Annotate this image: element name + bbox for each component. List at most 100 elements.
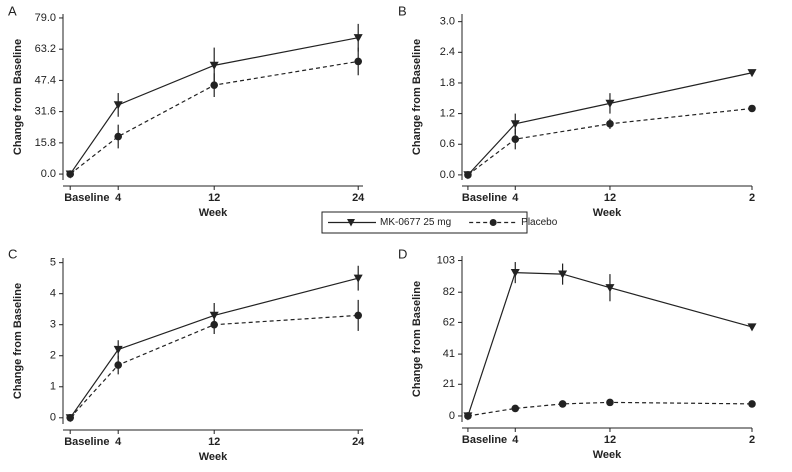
y-tick-label: 103 — [437, 254, 455, 266]
marker — [114, 361, 122, 369]
y-tick-label: 1.8 — [440, 77, 455, 89]
panel-label: B — [398, 3, 407, 18]
x-tick-label: 4 — [512, 192, 519, 204]
x-tick-label: 12 — [604, 192, 616, 204]
marker — [353, 34, 363, 43]
y-tick-label: 0 — [50, 412, 56, 424]
legend-label: MK-0677 25 mg — [380, 217, 451, 228]
series-line — [467, 401, 753, 417]
marker — [66, 170, 74, 178]
marker — [747, 69, 757, 78]
x-axis-label: Week — [593, 207, 622, 219]
marker — [605, 99, 615, 108]
x-tick-label: 12 — [208, 192, 220, 204]
marker — [114, 132, 122, 141]
y-tick-label: 82 — [443, 286, 455, 298]
panel: D 0 21 41 62 82 103 Baseline 4 12 2 Week Change from… — [398, 246, 757, 461]
y-axis-label: Change from Baseline — [12, 39, 24, 155]
marker — [209, 61, 219, 70]
x-tick-label: 24 — [352, 192, 365, 204]
marker — [558, 400, 567, 408]
marker — [210, 81, 218, 89]
panel-label: D — [398, 246, 407, 261]
y-tick-label: 0.6 — [440, 138, 455, 150]
series-line — [69, 314, 359, 419]
x-tick-label: 12 — [604, 434, 616, 446]
marker — [747, 323, 757, 332]
x-tick-label: 4 — [115, 192, 122, 204]
x-tick-label: 2 — [749, 192, 755, 204]
y-tick-label: 31.6 — [35, 106, 56, 118]
x-tick-label: 4 — [512, 434, 519, 446]
y-tick-label: 5 — [50, 257, 56, 269]
legend-marker — [489, 219, 497, 226]
y-tick-label: 0.0 — [41, 168, 56, 180]
panel-label: A — [8, 3, 17, 18]
y-tick-label: 21 — [443, 378, 455, 390]
panel: A 0.0 15.8 31.6 47.4 63.2 79.0 Baseline 4 12 24 Wee… — [8, 3, 365, 218]
x-axis-label: Week — [199, 451, 228, 463]
series-line — [467, 72, 753, 176]
panel: B 0.0 0.6 1.2 1.8 2.4 3.0 Baseline 4 12 2 Week Chang… — [398, 3, 757, 219]
y-tick-label: 62 — [443, 316, 455, 328]
x-tick-label: 4 — [115, 436, 122, 448]
y-tick-label: 15.8 — [35, 137, 56, 149]
x-axis-label: Week — [199, 207, 228, 219]
marker — [353, 274, 363, 283]
y-tick-label: 79.0 — [35, 12, 56, 24]
series-line — [467, 107, 753, 176]
x-tick-label: 2 — [749, 434, 755, 446]
y-tick-label: 47.4 — [35, 74, 56, 86]
marker — [748, 104, 756, 113]
x-tick-label: Baseline — [462, 192, 507, 204]
y-axis-label: Change from Baseline — [12, 283, 24, 399]
y-tick-label: 41 — [443, 348, 455, 360]
marker — [210, 320, 218, 329]
marker — [748, 400, 756, 408]
series-line — [69, 37, 359, 175]
x-tick-label: 24 — [352, 436, 365, 448]
legend: MK-0677 25 mg Placebo — [321, 211, 558, 234]
x-tick-label: Baseline — [64, 436, 109, 448]
marker — [510, 269, 520, 278]
legend-box — [321, 211, 528, 234]
series-line — [69, 277, 359, 419]
marker — [354, 57, 363, 66]
series-line — [69, 60, 359, 175]
y-tick-label: 1 — [50, 381, 56, 393]
y-tick-label: 2.4 — [440, 46, 455, 58]
y-tick-label: 0.0 — [440, 169, 455, 181]
marker — [464, 171, 472, 179]
y-tick-label: 3.0 — [440, 16, 455, 28]
legend-label: Placebo — [521, 217, 558, 228]
marker — [510, 120, 520, 129]
marker — [511, 404, 520, 413]
marker — [354, 311, 363, 320]
x-axis-label: Week — [593, 449, 622, 461]
marker — [606, 398, 614, 407]
marker — [511, 135, 520, 143]
y-tick-label: 2 — [50, 350, 56, 362]
marker — [606, 120, 614, 128]
y-tick-label: 0 — [449, 410, 455, 422]
panel-label: C — [8, 246, 17, 261]
marker — [113, 101, 123, 110]
marker — [113, 345, 123, 355]
marker — [605, 284, 615, 293]
legend-marker — [347, 219, 355, 227]
x-tick-label: Baseline — [462, 434, 507, 446]
y-axis-label: Change from Baseline — [411, 39, 423, 155]
x-tick-label: 12 — [208, 436, 220, 448]
y-tick-label: 1.2 — [440, 108, 455, 120]
y-axis-label: Change from Baseline — [411, 281, 423, 397]
marker — [464, 412, 472, 420]
x-tick-label: Baseline — [64, 192, 109, 204]
marker — [66, 413, 74, 422]
marker — [558, 270, 568, 279]
y-tick-label: 3 — [50, 319, 56, 331]
y-tick-label: 63.2 — [35, 43, 56, 55]
y-tick-label: 4 — [50, 288, 56, 300]
